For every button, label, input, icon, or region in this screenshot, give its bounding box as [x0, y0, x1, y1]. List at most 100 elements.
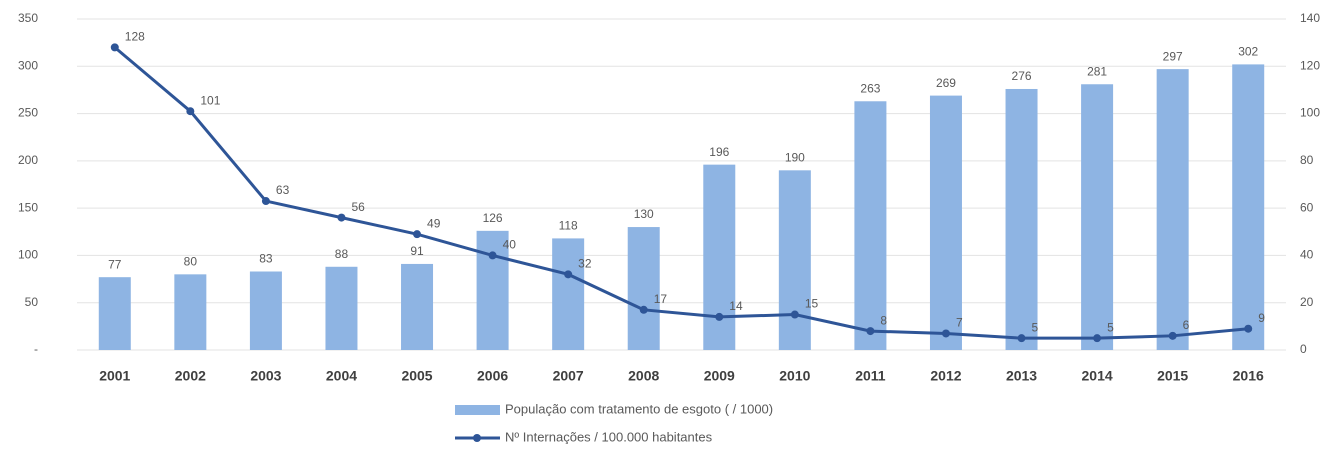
bar [703, 164, 736, 350]
line-marker [337, 213, 346, 222]
x-tick-label: 2016 [1233, 368, 1264, 384]
x-tick-label: 2014 [1082, 368, 1113, 384]
line-value-label: 6 [1183, 318, 1190, 332]
x-tick-label: 2012 [930, 368, 961, 384]
legend-label: Nº Internações / 100.000 habitantes [505, 429, 713, 444]
y-tick-label: 300 [18, 58, 38, 72]
y2-tick-label: 60 [1300, 200, 1314, 214]
line-value-label: 17 [654, 292, 668, 306]
line-value-label: 15 [805, 297, 819, 311]
y-tick-label: 50 [25, 295, 39, 309]
y-tick-label: 250 [18, 106, 38, 120]
line-marker [110, 43, 119, 52]
bar [929, 95, 962, 350]
legend-swatch [455, 405, 500, 415]
bar [249, 271, 282, 350]
x-tick-label: 2015 [1157, 368, 1188, 384]
line-value-label: 5 [1107, 320, 1114, 334]
bar-value-label: 263 [860, 81, 880, 95]
x-tick-label: 2011 [855, 368, 886, 384]
x-tick-label: 2003 [250, 368, 281, 384]
bar-value-label: 77 [108, 257, 122, 271]
legend-marker [473, 434, 481, 442]
line-value-label: 128 [125, 30, 145, 44]
x-tick-label: 2002 [175, 368, 206, 384]
bar [1232, 64, 1265, 350]
y2-tick-label: 140 [1300, 11, 1320, 25]
line-value-label: 32 [578, 257, 592, 271]
line-marker [564, 270, 573, 279]
legend-label: População com tratamento de esgoto ( / 1… [505, 401, 773, 416]
x-tick-label: 2001 [99, 368, 130, 384]
y-tick-label: 150 [18, 200, 38, 214]
x-tick-label: 2009 [704, 368, 735, 384]
bar [552, 238, 585, 350]
x-tick-label: 2010 [779, 368, 810, 384]
y2-tick-label: 120 [1300, 58, 1320, 72]
bar-value-label: 269 [936, 76, 956, 90]
bar-value-label: 302 [1238, 45, 1258, 59]
line-value-label: 49 [427, 216, 441, 230]
bar [627, 227, 660, 350]
bar-value-label: 83 [259, 252, 273, 266]
bar-value-label: 281 [1087, 64, 1107, 78]
bar [325, 266, 358, 350]
line-value-label: 8 [880, 313, 887, 327]
line-value-label: 7 [956, 316, 963, 330]
bar [1156, 69, 1189, 350]
bar-value-label: 190 [785, 150, 805, 164]
line-value-label: 56 [351, 200, 365, 214]
bar-value-label: 126 [483, 211, 503, 225]
x-tick-label: 2013 [1006, 368, 1037, 384]
line-value-label: 9 [1258, 311, 1265, 325]
line-marker [413, 230, 422, 239]
bar [854, 101, 887, 350]
y-tick-label: 350 [18, 11, 38, 25]
x-tick-label: 2008 [628, 368, 659, 384]
y2-tick-label: 100 [1300, 106, 1320, 120]
bar-value-label: 118 [559, 219, 578, 233]
bar-value-label: 276 [1012, 69, 1032, 83]
x-tick-label: 2005 [401, 368, 432, 384]
line-value-label: 5 [1032, 320, 1039, 334]
x-tick-label: 2006 [477, 368, 508, 384]
bar [778, 170, 811, 350]
bar-value-label: 297 [1163, 49, 1183, 63]
line-marker [715, 312, 724, 321]
line-value-label: 40 [503, 238, 517, 252]
y2-tick-label: 0 [1300, 342, 1307, 356]
x-tick-label: 2007 [553, 368, 584, 384]
bar-value-label: 196 [709, 145, 729, 159]
line-marker [639, 305, 648, 314]
y2-tick-label: 80 [1300, 153, 1314, 167]
line-marker [1244, 324, 1253, 333]
line-marker [941, 329, 950, 338]
bar-value-label: 91 [410, 244, 424, 258]
y-tick-label: - [34, 342, 38, 356]
y-tick-label: 200 [18, 153, 38, 167]
x-tick-label: 2004 [326, 368, 357, 384]
line [113, 46, 1249, 340]
line-marker [261, 197, 270, 206]
y2-tick-label: 20 [1300, 295, 1314, 309]
bar [476, 230, 509, 350]
bar-value-label: 88 [335, 247, 349, 261]
line-marker [186, 107, 195, 116]
bar-value-label: 130 [634, 207, 654, 221]
bar [401, 263, 434, 350]
bar-value-label: 80 [184, 255, 198, 269]
line-marker [1093, 334, 1102, 343]
line-marker [790, 310, 799, 319]
bar [174, 274, 207, 350]
bar [1005, 88, 1038, 351]
y2-tick-label: 40 [1300, 248, 1314, 262]
bar [98, 277, 131, 350]
line-value-label: 101 [200, 93, 220, 107]
line-marker [488, 251, 497, 260]
line-marker [1168, 331, 1177, 340]
line-marker [866, 327, 875, 336]
line-value-label: 14 [729, 299, 743, 313]
line-value-label: 63 [276, 183, 290, 197]
bar [1081, 84, 1114, 351]
